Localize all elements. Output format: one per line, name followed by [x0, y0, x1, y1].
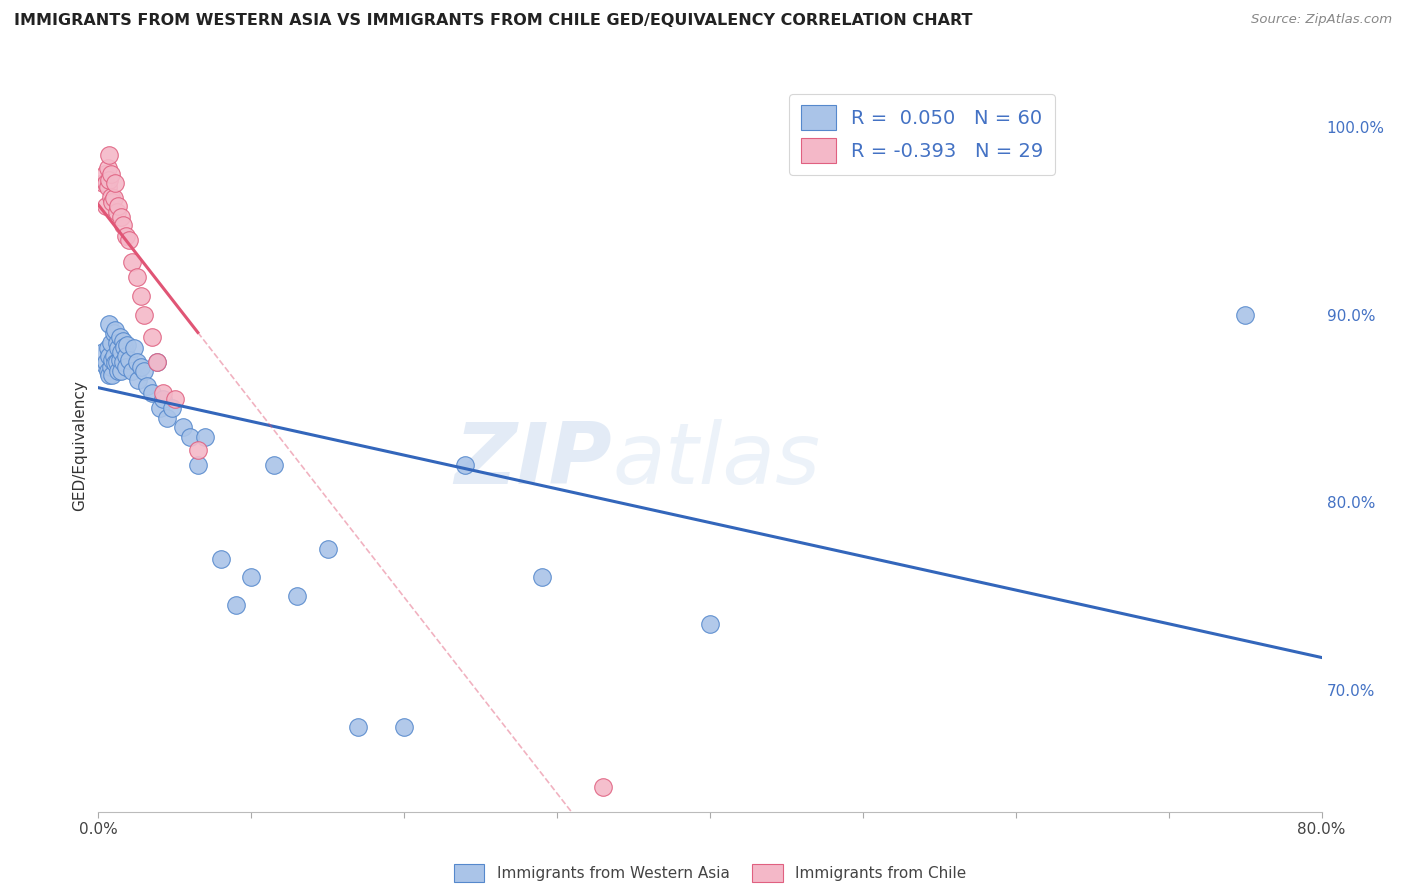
- Point: [172, 420, 194, 434]
- Point: [93, 167, 115, 181]
- Point: [117, 337, 139, 351]
- Point: [152, 386, 174, 401]
- Point: [111, 354, 134, 368]
- Point: [454, 458, 477, 472]
- Point: [112, 340, 135, 354]
- Point: [141, 386, 163, 401]
- Point: [156, 410, 179, 425]
- Point: [98, 368, 121, 382]
- Text: atlas: atlas: [612, 419, 820, 502]
- Point: [263, 458, 285, 472]
- Text: Source: ZipAtlas.com: Source: ZipAtlas.com: [1251, 13, 1392, 27]
- Point: [110, 364, 132, 378]
- Point: [285, 589, 308, 603]
- Point: [115, 360, 138, 375]
- Point: [103, 349, 125, 363]
- Point: [110, 345, 132, 359]
- Point: [115, 349, 138, 363]
- Point: [149, 401, 172, 416]
- Point: [98, 317, 121, 331]
- Point: [129, 360, 152, 375]
- Point: [115, 229, 138, 244]
- Point: [101, 195, 124, 210]
- Point: [392, 720, 416, 734]
- Point: [136, 379, 159, 393]
- Point: [1234, 308, 1257, 322]
- Point: [100, 189, 122, 203]
- Text: ZIP: ZIP: [454, 419, 612, 502]
- Point: [104, 177, 127, 191]
- Point: [105, 204, 128, 219]
- Point: [100, 167, 122, 181]
- Point: [97, 364, 120, 378]
- Point: [134, 364, 156, 378]
- Point: [98, 148, 121, 162]
- Point: [125, 354, 148, 368]
- Point: [118, 233, 141, 247]
- Point: [94, 354, 117, 368]
- Point: [100, 335, 122, 350]
- Point: [107, 364, 129, 378]
- Point: [145, 354, 167, 368]
- Point: [97, 180, 120, 194]
- Point: [160, 401, 183, 416]
- Point: [91, 345, 114, 359]
- Point: [103, 326, 125, 341]
- Point: [98, 172, 121, 186]
- Point: [187, 442, 209, 457]
- Point: [225, 599, 247, 613]
- Text: IMMIGRANTS FROM WESTERN ASIA VS IMMIGRANTS FROM CHILE GED/EQUIVALENCY CORRELATIO: IMMIGRANTS FROM WESTERN ASIA VS IMMIGRAN…: [14, 13, 973, 29]
- Point: [316, 542, 339, 557]
- Point: [152, 392, 174, 406]
- Point: [101, 352, 124, 367]
- Point: [103, 191, 125, 205]
- Point: [592, 780, 614, 795]
- Point: [94, 199, 117, 213]
- Point: [110, 210, 132, 224]
- Point: [240, 570, 263, 584]
- Point: [108, 330, 131, 344]
- Point: [134, 308, 156, 322]
- Point: [163, 392, 186, 406]
- Point: [93, 359, 115, 373]
- Point: [98, 349, 121, 363]
- Point: [97, 161, 120, 176]
- Point: [122, 342, 145, 356]
- Point: [530, 570, 553, 584]
- Point: [209, 551, 232, 566]
- Legend: Immigrants from Western Asia, Immigrants from Chile: Immigrants from Western Asia, Immigrants…: [447, 858, 973, 888]
- Point: [91, 177, 114, 191]
- Point: [145, 354, 167, 368]
- Point: [118, 352, 141, 367]
- Point: [125, 270, 148, 285]
- Point: [347, 720, 370, 734]
- Point: [121, 364, 143, 378]
- Point: [105, 354, 128, 368]
- Point: [104, 323, 127, 337]
- Point: [104, 356, 127, 370]
- Point: [108, 352, 131, 367]
- Point: [111, 334, 134, 348]
- Y-axis label: GED/Equivalency: GED/Equivalency: [72, 381, 87, 511]
- Point: [105, 335, 128, 350]
- Point: [127, 373, 149, 387]
- Point: [141, 330, 163, 344]
- Point: [107, 342, 129, 356]
- Point: [97, 342, 120, 356]
- Point: [129, 289, 152, 303]
- Point: [100, 360, 122, 375]
- Point: [101, 368, 124, 382]
- Point: [699, 617, 721, 632]
- Point: [194, 429, 217, 443]
- Point: [94, 177, 117, 191]
- Point: [121, 255, 143, 269]
- Point: [111, 218, 134, 232]
- Point: [107, 199, 129, 213]
- Point: [187, 458, 209, 472]
- Point: [179, 429, 201, 443]
